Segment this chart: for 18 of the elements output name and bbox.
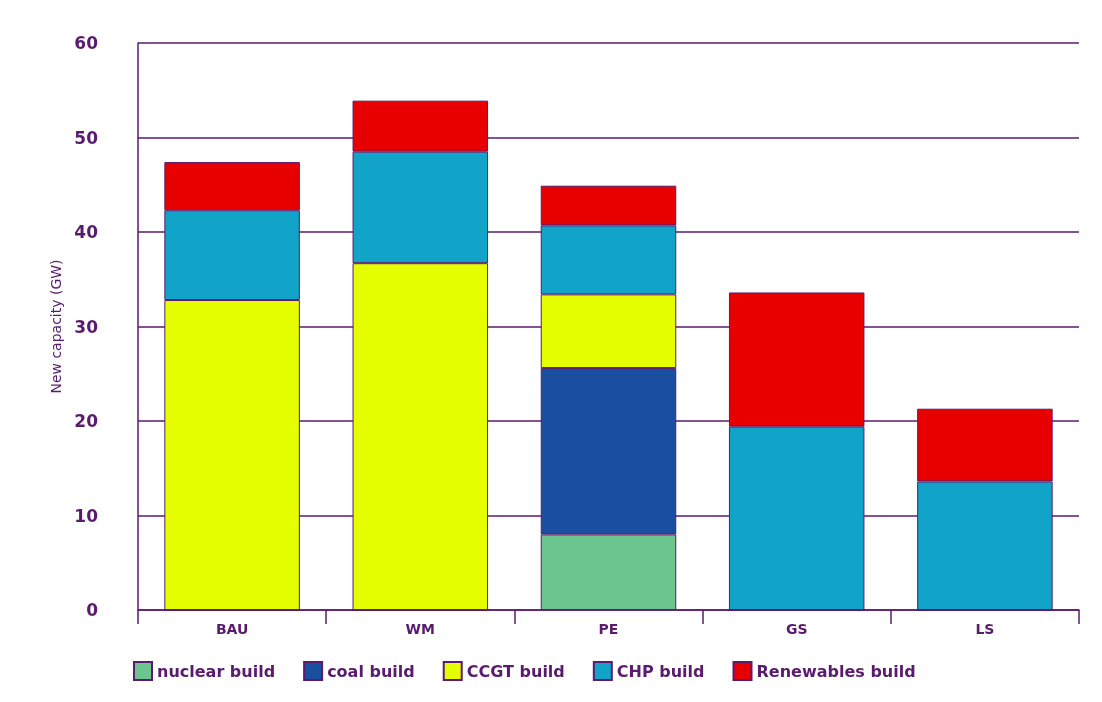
y-tick-label: 0	[86, 600, 99, 620]
legend-label: coal build	[327, 661, 415, 681]
x-tick-label: GS	[785, 621, 808, 637]
y-tick-label: 60	[74, 33, 99, 53]
x-tick-label: LS	[975, 621, 995, 637]
legend-label: nuclear build	[157, 661, 276, 681]
legend-label: Renewables build	[756, 661, 916, 681]
y-tick-label: 30	[74, 316, 99, 337]
legend-label: CHP build	[616, 661, 705, 681]
legend-label: CCGT build	[466, 661, 565, 681]
y-tick-label: 10	[74, 505, 99, 526]
x-tick-label: PE	[598, 621, 619, 637]
y-tick-label: 40	[74, 222, 99, 242]
y-axis-title: New capacity (GW)	[48, 259, 64, 394]
y-tick-label: 50	[74, 127, 99, 148]
y-tick-label: 20	[74, 411, 99, 431]
x-tick-label: WM	[405, 621, 435, 637]
x-tick-label: BAU	[215, 621, 249, 637]
